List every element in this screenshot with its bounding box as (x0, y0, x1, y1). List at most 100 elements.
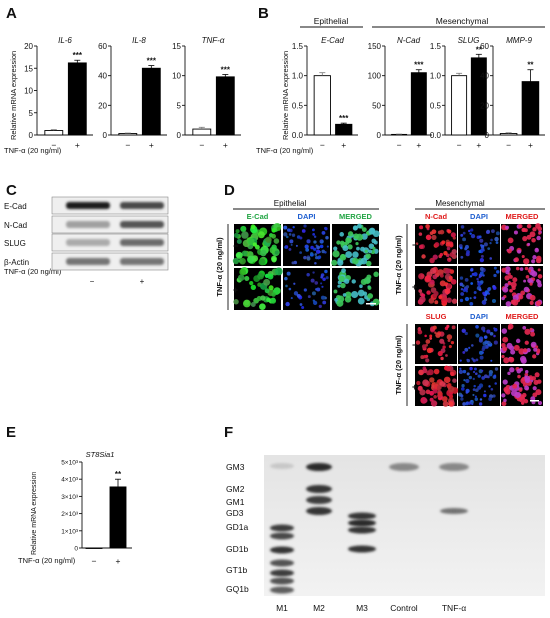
panel-a-tnf-bar-treated (215, 76, 235, 136)
d-ncad-tnf-image-1-cell (478, 288, 482, 292)
d-slug-tnf-image-0-cell (432, 388, 438, 394)
d-ecad-tnf-image-2-cell (372, 298, 380, 306)
d-slug-ctrl-image-0-cell (437, 350, 443, 357)
d-slug-ctrl-image-2-cell (501, 354, 505, 359)
d-ecad-ctrl-image-2-cell (344, 240, 350, 245)
d-ecad-tnf-image-2-cell (373, 271, 379, 277)
d-slug-ctrl-image-1-cell (490, 359, 493, 362)
panel-b-slug-bar-treated (470, 57, 487, 136)
d-slug-tnf-image-1-cell (494, 382, 497, 385)
d-slug-tnf-image-1-cell (474, 372, 478, 376)
d-ecad-tnf-image-1-cell (293, 291, 299, 296)
blot-band (120, 202, 164, 209)
d-ecad-tnf-image-2-cell (338, 275, 345, 282)
d-ecad-ctrl-image-2-cell (332, 250, 340, 258)
d-slug-tnf-image-2-cell (522, 392, 527, 398)
d-ecad-tnf-image-2-cell (337, 284, 341, 288)
d-ncad-tnf-image-2-cell (527, 269, 532, 273)
d-slug-ctrl-image-0-cell (424, 334, 427, 338)
d-ncad-header-2: MERGED (506, 212, 540, 221)
d-ecad-tnf-image-0-cell (237, 274, 245, 281)
blot-band (66, 239, 110, 246)
blot-band (120, 239, 164, 246)
d-slug-tnf-image-1-cell (478, 402, 483, 406)
d-ncad-ctrl-image-2-cell (532, 255, 537, 260)
panel-b-ncad-gene-title: N-Cad (397, 36, 421, 45)
d-ncad-ctrl-image-0-cell (448, 257, 452, 261)
d-ecad-ctrl-image-2-cell (356, 223, 362, 229)
d-slug-tnf-image-1-cell (462, 402, 466, 406)
tlc-label-gt1b: GT1b (226, 565, 248, 575)
d-ncad-tnf-image-1-cell (473, 296, 477, 300)
d-ncad-tnf-image-1-cell (478, 275, 481, 279)
d-slug-tnf-image-0-cell (416, 380, 421, 386)
d-slug-tnf-image-1-cell (472, 388, 476, 392)
d-slug-tnf-image-2-cell (536, 379, 542, 384)
d-ncad-tnf-image-0-cell (430, 267, 437, 275)
tlc-lane-label-0: M1 (276, 603, 288, 613)
panel-b-bar-charts: Relative mRNA expression TNF-α (20 ng/ml… (256, 16, 545, 155)
d-slug-tnf-image-1-cell (460, 387, 465, 391)
tlc-lane-label-1: M2 (313, 603, 325, 613)
d-ncad-ctrl-image-1-cell (487, 247, 491, 251)
d-ecad-tnf-image-2-cell (341, 268, 346, 273)
tlc-tnf-gd3 (440, 508, 468, 514)
d-slug-tnf-image-1-cell (479, 398, 483, 401)
d-ecad-tnf-image-2-cell (336, 299, 344, 307)
d-ncad-ctrl-image-1-cell (495, 231, 500, 236)
d-ncad-tnf-image-0-cell (426, 290, 431, 295)
d-slug-ctrl-image-2-cell (526, 348, 531, 353)
d-slug-tnf-image-2-cell (504, 388, 511, 395)
blot-band (66, 221, 110, 228)
panel-a-il6-ytick-label: 10 (24, 87, 33, 96)
blot-label-slug: SLUG (4, 239, 26, 248)
d-ncad-ctrl-image-1-cell (479, 238, 484, 243)
d-slug-ctrl-image-1-cell (464, 347, 469, 352)
tlc-m1-band-6 (270, 586, 294, 594)
d-slug-tnf-image-1-cell (493, 374, 497, 377)
d-ecad-header-1: DAPI (298, 212, 316, 221)
d-ncad-tnf-image-1-cell (479, 266, 484, 271)
d-slug-ctrl-image-1-cell (488, 341, 492, 345)
d-ecad-tnf-image-2-cell (367, 286, 372, 290)
d-ecad-ctrl-image-2-cell (360, 246, 365, 252)
d-ncad-tnf-image-1-cell (481, 300, 487, 305)
d-slug-tnf-image-0-cell (452, 378, 457, 383)
d-ecad-ctrl-image-1-cell (289, 239, 294, 244)
panel-e-ytick-label: 2×10³ (61, 511, 79, 518)
d-ncad-tnf-image-2-cell (525, 275, 530, 279)
d-slug-tnf-image-0-cell (429, 377, 435, 383)
d-slug-ctrl-image-0-cell (442, 345, 446, 349)
panel-a-il8-ytick-label: 60 (98, 42, 107, 51)
d-ecad-ctrl-image-0-cell (274, 250, 279, 255)
d-ecad-tnf-image-1-cell (321, 285, 324, 288)
d-slug-tnf-image-1-cell (494, 367, 499, 371)
d-slug-ctrl-image-0-cell (425, 339, 431, 344)
d-ncad-ctrl-image-0-cell (431, 234, 437, 240)
d-ncad-tnf-image-1-cell (465, 290, 469, 293)
d-ecad-ctrl-image-1-cell (305, 248, 310, 252)
d-ecad-ctrl-image-2-cell (365, 253, 371, 259)
d-slug-header-0: SLUG (426, 312, 447, 321)
d-slug-tnf-image-2-cell (512, 383, 518, 389)
panel-e-xtick-label: + (116, 556, 121, 566)
d-ecad-ctrl-image-0-cell (252, 242, 258, 247)
d-ncad-tnf-image-0 (415, 266, 458, 307)
d-ecad-ctrl-image-2-cell (347, 244, 353, 250)
d-slug-ctrl-image-1-cell (459, 359, 462, 362)
panel-a-tnf-ytick-label: 10 (172, 72, 181, 81)
d-ncad-tnf-image-2-cell (507, 281, 512, 286)
d-ncad-ctrl-image-1-cell (462, 237, 466, 242)
d-slug-tnf-image-2-cell (537, 400, 543, 406)
d-ecad-ctrl-image-1-cell (310, 245, 314, 250)
d-ncad-tnf-image-2-cell (504, 275, 510, 281)
d-slug-tnf-image-0-cell (442, 401, 449, 407)
tlc-m3-band-0 (348, 512, 376, 520)
d-ncad-tnf-image-1-cell (487, 287, 490, 291)
d-ncad-tnf-image-1-cell (465, 285, 470, 289)
panel-e-ytick-label: 5×10³ (61, 460, 79, 467)
d-ecad-tnf-image-0-cell (260, 295, 266, 301)
d-ncad-ctrl-image-2-cell (536, 235, 541, 241)
d-ecad-ctrl-image-2-cell (352, 225, 358, 231)
